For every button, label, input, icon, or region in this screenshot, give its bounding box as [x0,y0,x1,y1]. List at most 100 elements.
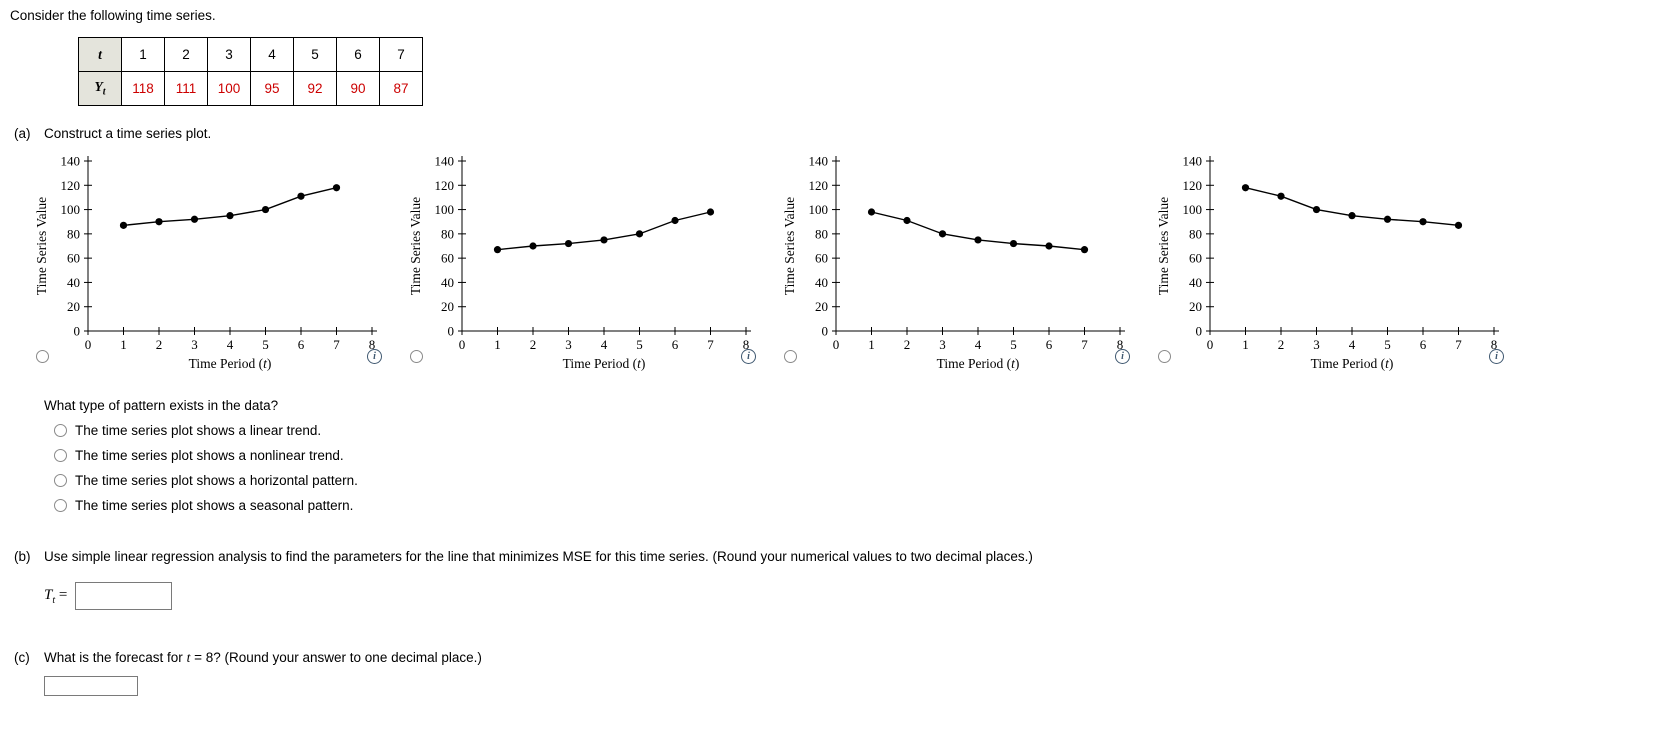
svg-text:60: 60 [815,251,828,266]
table-row-t: t 1 2 3 4 5 6 7 [78,37,423,72]
y-value-cell: 90 [336,71,380,106]
svg-text:140: 140 [435,154,455,169]
svg-text:1: 1 [1242,337,1249,352]
y-header-cell: Yt [78,71,122,106]
info-icon[interactable]: i [741,349,756,364]
chart-option-3-radio[interactable] [784,350,797,363]
svg-text:140: 140 [61,154,81,169]
svg-text:120: 120 [61,178,81,193]
pattern-option-4-radio[interactable] [54,499,67,512]
svg-text:20: 20 [1189,299,1202,314]
pattern-option-1-radio[interactable] [54,424,67,437]
info-icon[interactable]: i [1489,349,1504,364]
t-value-cell: 2 [164,37,208,72]
pattern-option-3[interactable]: The time series plot shows a horizontal … [54,473,1669,488]
svg-text:0: 0 [1196,324,1203,339]
pattern-option-4-label: The time series plot shows a seasonal pa… [75,498,354,513]
pattern-option-4[interactable]: The time series plot shows a seasonal pa… [54,498,1669,513]
svg-text:20: 20 [815,299,828,314]
part-b-answer-row: Tt = [44,582,1669,610]
t-value-cell: 3 [207,37,251,72]
time-series-plot-option-2: 0 20 40 60 80 100 120 140 0 1 2 3 4 5 6 7 8 Time Series V… [408,145,760,375]
svg-text:5: 5 [1010,337,1017,352]
pattern-option-3-radio[interactable] [54,474,67,487]
svg-text:Time Period (t): Time Period (t) [937,356,1020,371]
svg-text:2: 2 [904,337,911,352]
svg-text:3: 3 [191,337,198,352]
svg-text:1: 1 [494,337,501,352]
part-b-heading: (b) Use simple linear regression analysi… [10,549,1669,564]
svg-text:0: 0 [822,324,829,339]
t-header-cell: t [78,37,122,72]
tt-formula: Tt = [44,586,68,606]
svg-text:8: 8 [1491,337,1498,352]
svg-text:60: 60 [67,251,80,266]
chart-option-4-radio[interactable] [1158,350,1171,363]
svg-text:Time Period (t): Time Period (t) [1311,356,1394,371]
tt-answer-input[interactable] [75,582,173,610]
t-value-cell: 5 [293,37,337,72]
svg-text:0: 0 [833,337,840,352]
svg-text:7: 7 [1081,337,1088,352]
part-c-heading: (c) What is the forecast for t = 8? (Rou… [10,650,1669,666]
svg-text:4: 4 [975,337,982,352]
svg-text:Time Period (t): Time Period (t) [189,356,272,371]
part-a-label: (a) [14,126,31,141]
svg-text:60: 60 [441,251,454,266]
svg-text:0: 0 [1207,337,1214,352]
svg-text:2: 2 [156,337,163,352]
svg-text:2: 2 [1278,337,1285,352]
chart-option-3: 0 20 40 60 80 100 120 140 0 1 2 3 4 5 6 7 8 Time Series V… [782,145,1134,371]
chart-option-4: 0 20 40 60 80 100 120 140 0 1 2 3 4 5 6 7 8 Time Series V… [1156,145,1508,371]
svg-text:4: 4 [227,337,234,352]
svg-text:7: 7 [707,337,714,352]
part-b-label: (b) [14,549,31,564]
svg-text:Time Period (t): Time Period (t) [563,356,646,371]
time-series-plot-option-1: 0 20 40 60 80 100 120 140 0 1 2 3 4 5 6 7 8 Time Series V… [34,145,386,375]
svg-text:100: 100 [1183,202,1203,217]
pattern-option-3-label: The time series plot shows a horizontal … [75,473,358,488]
pattern-option-1[interactable]: The time series plot shows a linear tren… [54,423,1669,438]
svg-text:120: 120 [1183,178,1203,193]
svg-text:80: 80 [441,226,454,241]
pattern-option-2[interactable]: The time series plot shows a nonlinear t… [54,448,1669,463]
svg-text:40: 40 [67,275,80,290]
info-icon[interactable]: i [367,349,382,364]
pattern-question: What type of pattern exists in the data?… [44,398,1669,513]
y-value-cell: 100 [207,71,251,106]
chart-option-2-radio[interactable] [410,350,423,363]
question-page: Consider the following time series. t 1 … [10,8,1669,696]
t-value-cell: 4 [250,37,294,72]
part-c-label: (c) [14,650,30,665]
forecast-answer-input[interactable] [44,676,138,696]
time-series-plot-option-3: 0 20 40 60 80 100 120 140 0 1 2 3 4 5 6 7 8 Time Series V… [782,145,1134,375]
pattern-option-2-radio[interactable] [54,449,67,462]
svg-text:6: 6 [298,337,305,352]
svg-text:100: 100 [435,202,455,217]
svg-text:0: 0 [448,324,455,339]
part-b-text: Use simple linear regression analysis to… [44,549,1033,564]
svg-text:20: 20 [441,299,454,314]
y-value-cell: 118 [121,71,165,106]
svg-text:40: 40 [441,275,454,290]
svg-text:140: 140 [1183,154,1203,169]
svg-text:6: 6 [672,337,679,352]
info-icon[interactable]: i [1115,349,1130,364]
svg-text:7: 7 [333,337,340,352]
chart-option-1-radio[interactable] [36,350,49,363]
part-a-text: Construct a time series plot. [44,126,212,141]
t-value-cell: 6 [336,37,380,72]
t-value-cell: 7 [379,37,423,72]
svg-text:60: 60 [1189,251,1202,266]
svg-text:1: 1 [120,337,127,352]
chart-option-1: 0 20 40 60 80 100 120 140 0 1 2 3 4 5 6 7 8 Time Series V… [34,145,386,371]
svg-text:100: 100 [61,202,81,217]
svg-text:120: 120 [809,178,829,193]
y-value-cell: 95 [250,71,294,106]
chart-option-2: 0 20 40 60 80 100 120 140 0 1 2 3 4 5 6 7 8 Time Series V… [408,145,760,371]
svg-text:3: 3 [939,337,946,352]
svg-text:80: 80 [815,226,828,241]
svg-text:6: 6 [1420,337,1427,352]
svg-text:8: 8 [369,337,376,352]
svg-text:4: 4 [1349,337,1356,352]
